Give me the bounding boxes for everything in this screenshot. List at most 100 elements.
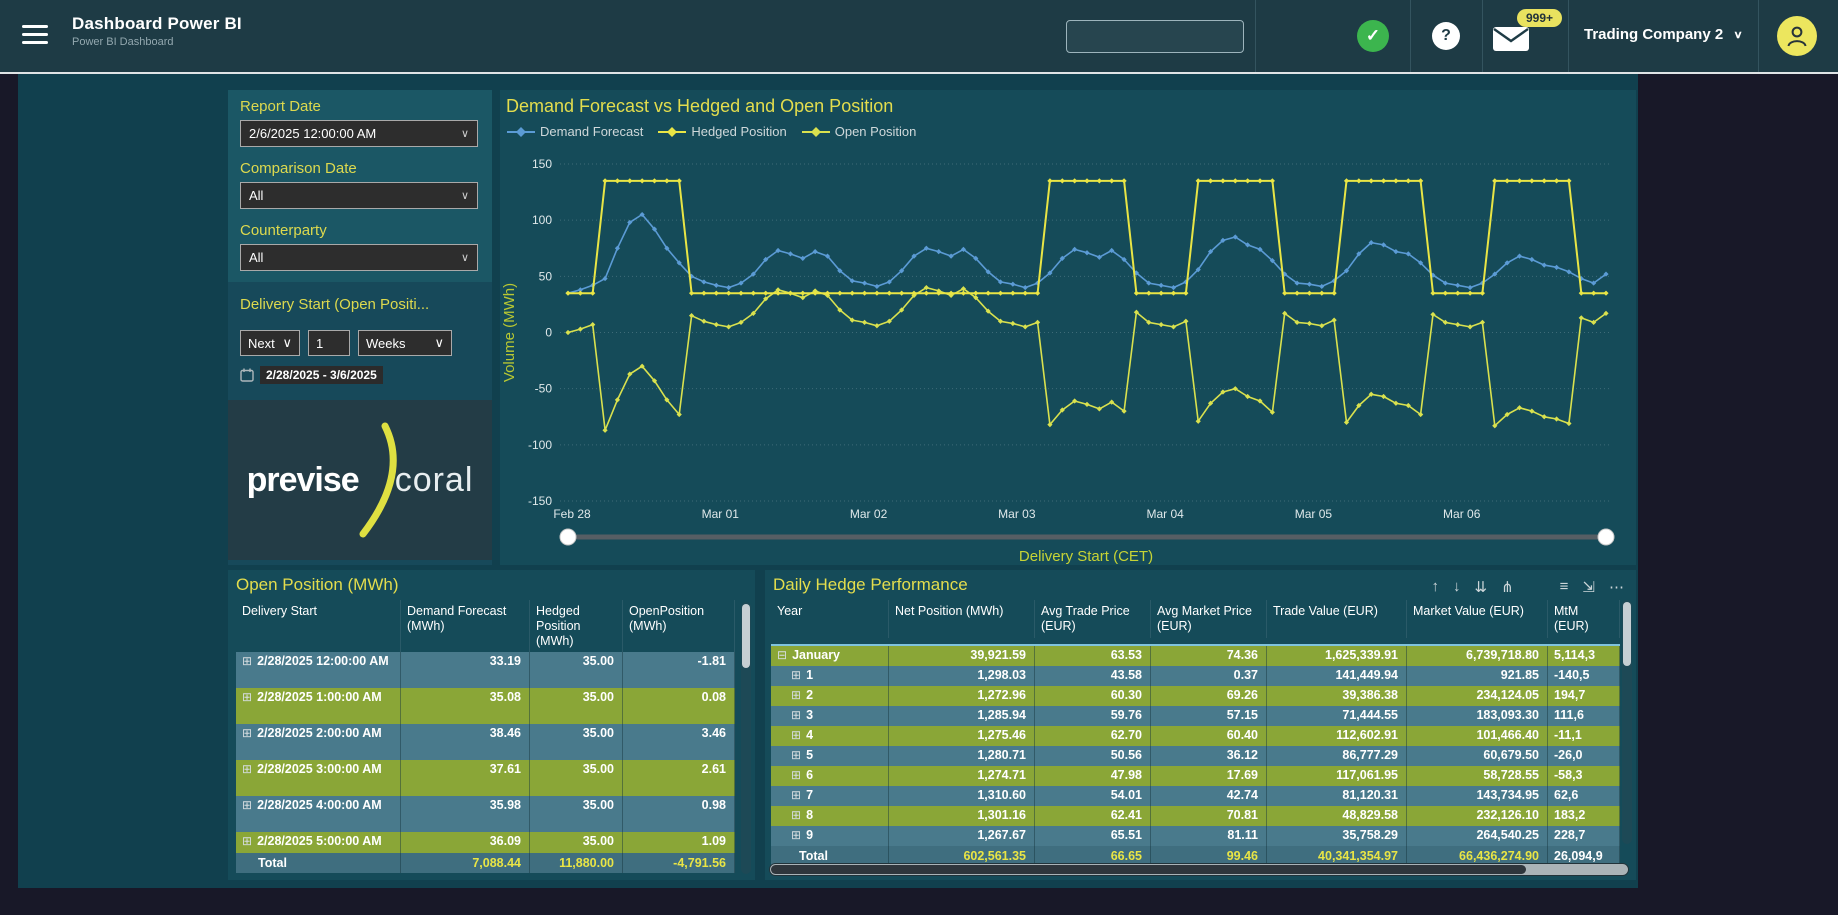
expand-icon[interactable]: ⊞ (791, 808, 801, 822)
expand-icon[interactable]: ⊞ (791, 828, 801, 842)
table-row[interactable]: ⊞2/28/2025 2:00:00 AM38.4635.003.46 (236, 724, 735, 760)
legend-item-hedged-position[interactable]: Hedged Position (657, 124, 786, 139)
table-row[interactable]: ⊞61,274.7147.9817.69117,061.9558,728.55-… (771, 766, 1620, 786)
expand-icon[interactable]: ⊞ (242, 654, 252, 668)
expand-icon[interactable]: ⊞ (242, 834, 252, 848)
column-header[interactable]: Delivery Start (236, 600, 401, 653)
table-row[interactable]: ⊞2/28/2025 3:00:00 AM37.6135.002.61 (236, 760, 735, 796)
year-cell: 4 (806, 728, 813, 742)
status-ok-icon[interactable]: ✓ (1357, 20, 1389, 52)
app-header: Dashboard Power BI Power BI Dashboard ✓ … (0, 0, 1838, 72)
value-cell: -58,3 (1548, 766, 1620, 786)
table-row[interactable]: ⊞11,298.0343.580.37141,449.94921.85-140,… (771, 666, 1620, 686)
value-cell: 33.19 (401, 652, 530, 688)
hedge-table-vscrollbar[interactable] (1622, 600, 1632, 844)
line-chart[interactable]: 150100500-50-100-150Volume (MWh)Feb 28Ma… (500, 140, 1636, 565)
value-cell: 35.00 (530, 652, 623, 688)
search-input[interactable] (1067, 29, 1259, 44)
sort-ascending-icon[interactable]: ↑ (1432, 578, 1440, 596)
expand-icon[interactable]: ⊞ (791, 768, 801, 782)
column-header[interactable]: Hedged Position (MWh) (530, 600, 623, 653)
table-row[interactable]: ⊞81,301.1662.4170.8148,829.58232,126.101… (771, 806, 1620, 826)
column-header[interactable]: Demand Forecast (MWh) (401, 600, 530, 653)
slider-handle-end[interactable] (1598, 529, 1614, 545)
legend-item-open-position[interactable]: Open Position (801, 124, 917, 139)
table-row[interactable]: ⊞21,272.9660.3069.2639,386.38234,124.051… (771, 686, 1620, 706)
legend-item-demand-forecast[interactable]: Demand Forecast (506, 124, 643, 139)
column-header[interactable]: Trade Value (EUR) (1267, 600, 1407, 638)
expand-icon[interactable]: ⊞ (791, 748, 801, 762)
value-cell: 111,6 (1548, 706, 1620, 726)
expand-icon[interactable]: ⊞ (791, 708, 801, 722)
comparison-date-dropdown[interactable]: All ∨ (240, 182, 478, 209)
column-header[interactable]: Year (771, 600, 889, 638)
sort-descending-icon[interactable]: ↓ (1453, 578, 1461, 596)
table-row[interactable]: ⊞2/28/2025 5:00:00 AM36.0935.001.09 (236, 832, 735, 853)
filter-icon[interactable]: ≡ (1560, 578, 1569, 596)
company-selector[interactable]: Trading Company 2 ∨ (1584, 26, 1743, 43)
table-row[interactable]: ⊞71,310.6054.0142.7481,120.31143,734.956… (771, 786, 1620, 806)
slider-handle-start[interactable] (560, 529, 576, 545)
column-header[interactable]: Net Position (MWh) (889, 600, 1035, 638)
value-cell: 54.01 (1035, 786, 1151, 806)
value-cell: 60,679.50 (1407, 746, 1548, 766)
expand-icon[interactable]: ⊞ (791, 788, 801, 802)
hedge-table-hscrollbar[interactable] (769, 863, 1629, 876)
column-header[interactable]: Avg Market Price (EUR) (1151, 600, 1267, 638)
relative-date-dropdown[interactable]: Next ∨ (240, 330, 300, 356)
expand-all-icon[interactable]: ⇊ (1475, 578, 1488, 596)
table-row[interactable]: ⊞2/28/2025 12:00:00 AM33.1935.00-1.81 (236, 652, 735, 688)
year-cell: 6 (806, 768, 813, 782)
table-row[interactable]: ⊞51,280.7150.5636.1286,777.2960,679.50-2… (771, 746, 1620, 766)
drill-down-icon[interactable]: ⋔ (1501, 578, 1514, 596)
unit-dropdown[interactable]: Weeks ∨ (358, 330, 452, 356)
mail-icon[interactable] (1492, 26, 1530, 52)
expand-icon[interactable]: ⊞ (791, 668, 801, 682)
help-icon[interactable]: ? (1432, 22, 1460, 50)
x-axis-tick: Mar 02 (850, 507, 888, 521)
y-axis-tick: 50 (539, 269, 553, 283)
expand-icon[interactable]: ⊞ (242, 726, 252, 740)
menu-icon[interactable] (22, 25, 50, 47)
value-cell: 5,114,3 (1548, 646, 1620, 666)
counterparty-dropdown[interactable]: All ∨ (240, 244, 478, 271)
open-table-body: ⊞2/28/2025 12:00:00 AM33.1935.00-1.81⊞2/… (236, 652, 735, 853)
value-cell: 81,120.31 (1267, 786, 1407, 806)
column-header[interactable]: OpenPosition (MWh) (623, 600, 735, 653)
column-header[interactable]: Market Value (EUR) (1407, 600, 1548, 638)
value-cell: 62.41 (1035, 806, 1151, 826)
collapse-icon[interactable]: ⊟ (777, 648, 787, 662)
value-cell: 141,449.94 (1267, 666, 1407, 686)
table-row[interactable]: ⊞41,275.4662.7060.40112,602.91101,466.40… (771, 726, 1620, 746)
report-date-dropdown[interactable]: 2/6/2025 12:00:00 AM ∨ (240, 120, 478, 147)
search-box[interactable] (1066, 20, 1244, 53)
expand-icon[interactable]: ⊞ (242, 762, 252, 776)
open-table-vscrollbar[interactable] (741, 602, 751, 874)
legend-label: Demand Forecast (540, 124, 643, 139)
value-cell: 86,777.29 (1267, 746, 1407, 766)
company-name: Trading Company 2 (1584, 26, 1723, 43)
table-row[interactable]: ⊞2/28/2025 1:00:00 AM35.0835.000.08 (236, 688, 735, 724)
expand-icon[interactable]: ⊞ (242, 798, 252, 812)
expand-icon[interactable]: ⊞ (791, 728, 801, 742)
focus-mode-icon[interactable]: ⇲ (1582, 578, 1595, 596)
expand-icon[interactable]: ⊞ (791, 688, 801, 702)
open-table-header: Delivery StartDemand Forecast (MWh)Hedge… (236, 600, 735, 653)
table-row[interactable]: ⊟January39,921.5963.5374.361,625,339.916… (771, 646, 1620, 666)
table-row[interactable]: ⊞91,267.6765.5181.1135,758.29264,540.252… (771, 826, 1620, 846)
value-cell: 35.98 (401, 796, 530, 832)
table-row[interactable]: ⊞31,285.9459.7657.1571,444.55183,093.301… (771, 706, 1620, 726)
x-axis-tick: Mar 01 (702, 507, 740, 521)
user-avatar-icon[interactable] (1777, 16, 1817, 56)
value-cell: 101,466.40 (1407, 726, 1548, 746)
value-cell: 1,301.16 (889, 806, 1035, 826)
column-header[interactable]: Avg Trade Price (EUR) (1035, 600, 1151, 638)
table-row[interactable]: ⊞2/28/2025 4:00:00 AM35.9835.000.98 (236, 796, 735, 832)
x-axis-title: Delivery Start (CET) (1019, 548, 1153, 565)
amount-input[interactable]: 1 (308, 330, 350, 356)
previse-coral-logo: previse coral (228, 400, 492, 560)
more-options-icon[interactable]: ⋯ (1609, 578, 1624, 596)
column-header[interactable]: MtM (EUR) (1548, 600, 1620, 638)
value-cell: 3.46 (623, 724, 735, 760)
expand-icon[interactable]: ⊞ (242, 690, 252, 704)
